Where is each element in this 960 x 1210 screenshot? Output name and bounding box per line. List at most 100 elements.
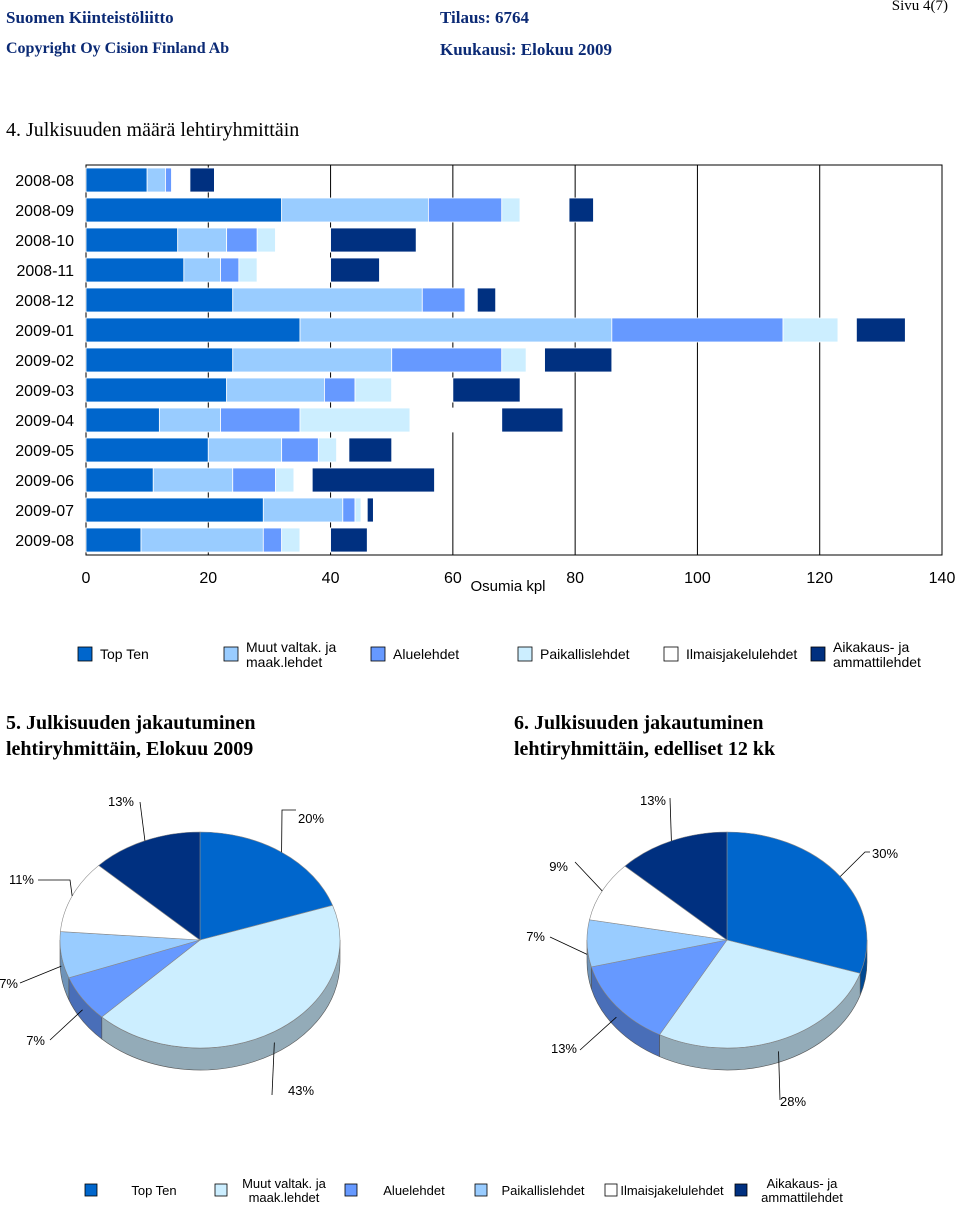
bar-segment <box>354 377 393 403</box>
leader-line <box>579 1016 617 1051</box>
y-tick-label: 2008-10 <box>15 233 74 250</box>
leader-line <box>839 851 870 877</box>
pie-label: 30% <box>872 846 898 861</box>
bar-segment <box>501 407 564 433</box>
y-tick-label: 2009-04 <box>15 413 74 430</box>
bar-segment <box>330 527 368 553</box>
pie-chart-month: 20% 43% 7% 7% 11% 13% <box>0 794 341 1098</box>
x-tick-label: 40 <box>322 570 340 587</box>
x-tick-label: 20 <box>199 570 217 587</box>
bar-segment <box>330 227 417 253</box>
bar-segment <box>391 347 503 373</box>
legend-label: ammattilehdet <box>761 1190 843 1205</box>
pie-label: 7% <box>526 929 545 944</box>
bar-segment <box>238 257 258 283</box>
order-number: Tilaus: 6764 <box>440 8 529 27</box>
bar-segment <box>336 437 350 463</box>
leader-line <box>669 797 672 841</box>
bar-segment <box>85 467 154 493</box>
y-tick-label: 2009-08 <box>15 533 74 550</box>
bar-segment <box>348 437 393 463</box>
bar-segment <box>311 467 435 493</box>
bar-segment <box>85 167 148 193</box>
pie-slice <box>726 831 868 974</box>
bar-segment <box>525 347 545 373</box>
bar-segment <box>452 377 521 403</box>
bar-segment <box>85 527 142 553</box>
pie-label: 13% <box>640 793 666 808</box>
bar-segment <box>262 527 283 553</box>
bar-segment <box>140 527 264 553</box>
bar-segment <box>85 227 179 253</box>
pie-label: 20% <box>298 811 324 826</box>
y-tick-label: 2008-08 <box>15 173 74 190</box>
pie-slice <box>101 904 341 1049</box>
bar-segment <box>409 407 503 433</box>
legend-label: Paikallislehdet <box>540 646 630 662</box>
bar-segment <box>85 377 228 403</box>
leader-line <box>19 965 62 984</box>
x-tick-label: 80 <box>566 570 584 587</box>
legend-label: Aikakaus- ja <box>833 639 909 655</box>
legend-swatch <box>223 646 239 662</box>
x-tick-label: 60 <box>444 570 462 587</box>
bar-segment <box>85 407 160 433</box>
bar-segment <box>391 377 454 403</box>
bar-segment <box>226 227 258 253</box>
y-tick-label: 2009-05 <box>15 443 74 460</box>
legend-label: Muut valtak. ja <box>246 639 336 655</box>
bar-segment <box>421 287 466 313</box>
legend-swatch <box>604 1183 618 1197</box>
page-number: Sivu 4(7) <box>891 0 948 14</box>
bar-segment <box>519 197 570 223</box>
legend-swatch <box>734 1183 748 1197</box>
bar-segment <box>220 407 301 433</box>
legend-label: Top Ten <box>100 646 149 662</box>
pie-slice <box>199 831 334 941</box>
legend-swatch <box>370 646 386 662</box>
bar-segment <box>611 317 784 343</box>
bar-segment <box>256 227 276 253</box>
legend-label: maak.lehdet <box>246 654 322 670</box>
bar-segment <box>232 467 276 493</box>
bar-segment <box>275 227 331 253</box>
bar-segment <box>324 377 356 403</box>
stacked-bar-chart: 0 20 40 60 80 100 120 140 Osumia kpl 2008-08 2008-… <box>15 164 956 670</box>
legend-label: Muut valtak. ja <box>242 1176 327 1191</box>
bar-segment <box>152 467 234 493</box>
bar-segment <box>85 497 264 523</box>
leader-line <box>139 801 146 841</box>
x-tick-label: 100 <box>684 570 711 587</box>
bar-segment <box>299 527 331 553</box>
bar-segment <box>360 497 368 523</box>
bar-segment <box>232 287 423 313</box>
x-tick-label: 0 <box>82 570 91 587</box>
bar-segment <box>342 497 356 523</box>
bar-segment <box>220 257 240 283</box>
legend-label: Ilmaisjakelulehdet <box>620 1183 724 1198</box>
bar-segment <box>366 497 374 523</box>
y-tick-label: 2009-06 <box>15 473 74 490</box>
bar-segment <box>177 227 228 253</box>
legend-label: Top Ten <box>131 1183 176 1198</box>
pie-label: 13% <box>108 794 134 809</box>
x-tick-label: 140 <box>929 570 956 587</box>
report-month: Kuukausi: Elokuu 2009 <box>440 40 612 59</box>
x-tick-label: 120 <box>806 570 833 587</box>
org-name: Suomen Kiinteistöliitto <box>6 8 174 27</box>
bar-segment <box>85 347 234 373</box>
section-6-title-line1: 6. Julkisuuden jakautuminen <box>514 712 764 734</box>
bar-segment <box>281 437 319 463</box>
bar-segment <box>299 407 411 433</box>
legend-label: Ilmaisjakelulehdet <box>686 646 797 662</box>
copyright: Copyright Oy Cision Finland Ab <box>6 40 230 57</box>
bar-segment <box>171 167 191 193</box>
leader-line <box>281 809 296 853</box>
bar-segment <box>232 347 393 373</box>
pie-label: 9% <box>549 859 568 874</box>
bar-segment <box>281 197 429 223</box>
bar-segment <box>501 347 527 373</box>
legend-swatch <box>214 1183 228 1197</box>
legend-label: Aikakaus- ja <box>767 1176 839 1191</box>
